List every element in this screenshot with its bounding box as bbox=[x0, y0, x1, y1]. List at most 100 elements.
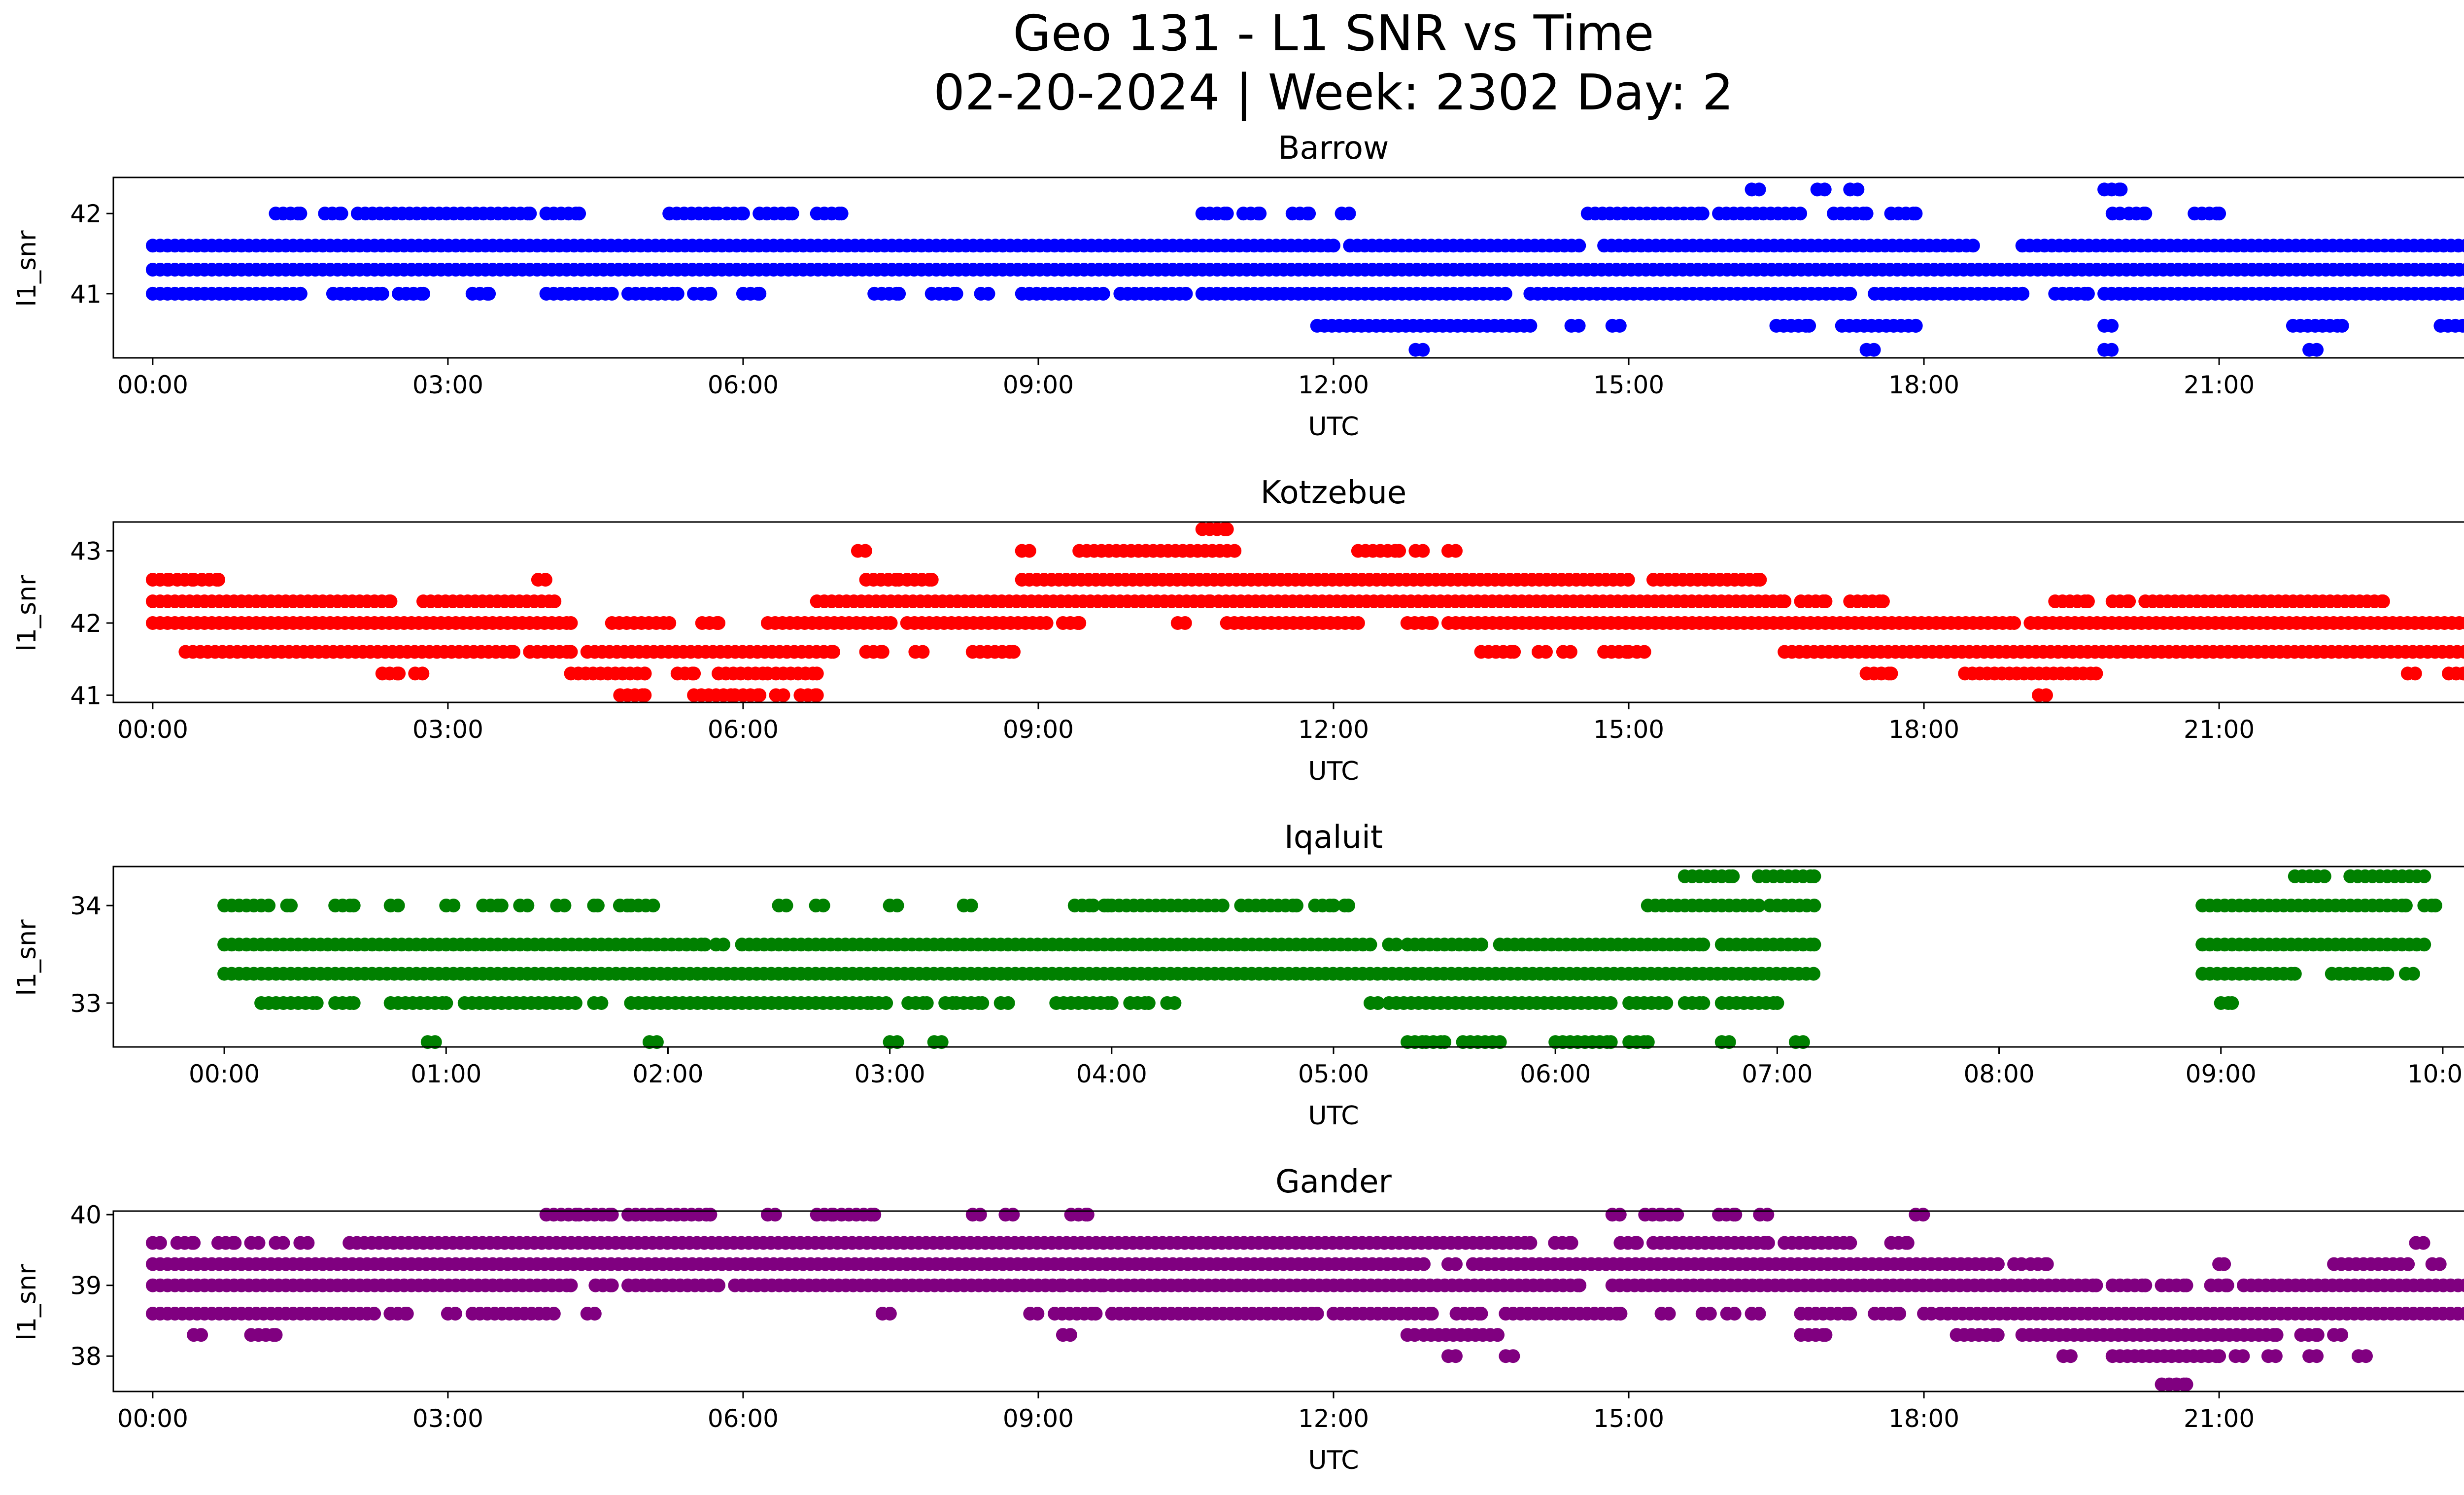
data-point bbox=[507, 645, 520, 659]
data-point bbox=[1778, 594, 1792, 608]
data-point bbox=[1086, 899, 1100, 913]
data-point bbox=[2417, 938, 2431, 952]
data-point bbox=[2063, 1349, 2078, 1363]
x-tick-label: 09:00 bbox=[2186, 1060, 2257, 1088]
data-point bbox=[1215, 899, 1230, 913]
data-point bbox=[564, 645, 578, 659]
data-point bbox=[269, 1328, 283, 1342]
y-tick-label: 39 bbox=[70, 1272, 102, 1300]
data-point bbox=[1876, 594, 1890, 608]
data-point bbox=[1818, 1328, 1833, 1342]
data-point bbox=[879, 996, 893, 1010]
data-point bbox=[1843, 1307, 1857, 1321]
data-point bbox=[638, 666, 652, 681]
data-point bbox=[1564, 1236, 1578, 1250]
data-point bbox=[346, 899, 361, 913]
scatter-points bbox=[145, 522, 2464, 702]
data-point bbox=[1572, 318, 1586, 333]
data-point bbox=[768, 1208, 782, 1222]
data-point bbox=[867, 1208, 882, 1222]
data-point bbox=[1850, 182, 1865, 197]
data-point bbox=[2317, 869, 2331, 883]
data-point bbox=[1080, 1208, 1095, 1222]
data-point bbox=[605, 1208, 619, 1222]
x-tick-label: 03:00 bbox=[412, 371, 483, 399]
data-point bbox=[703, 1208, 718, 1222]
data-point bbox=[1063, 1328, 1077, 1342]
data-point bbox=[2457, 666, 2464, 681]
data-point bbox=[1818, 594, 1833, 608]
figure-title-line1: Geo 131 - L1 SNR vs Time bbox=[1013, 4, 1654, 62]
x-axis-label: UTC bbox=[1308, 1446, 1359, 1475]
data-point bbox=[1796, 1035, 1810, 1049]
data-point bbox=[1167, 996, 1182, 1010]
data-point bbox=[1696, 938, 1711, 952]
x-tick-label: 09:00 bbox=[1003, 371, 1074, 399]
data-point bbox=[416, 286, 430, 301]
data-point bbox=[1096, 286, 1110, 301]
data-point bbox=[2220, 1278, 2234, 1292]
data-point bbox=[284, 899, 298, 913]
data-point bbox=[211, 573, 225, 587]
data-point bbox=[890, 1035, 904, 1049]
data-point bbox=[1507, 645, 1521, 659]
data-point bbox=[2268, 1349, 2283, 1363]
data-point bbox=[1327, 239, 1340, 253]
data-point bbox=[890, 899, 904, 913]
subplot-title: Gander bbox=[1275, 1164, 1392, 1200]
y-tick-label: 41 bbox=[70, 280, 102, 309]
data-point bbox=[1621, 573, 1635, 587]
data-point bbox=[557, 899, 572, 913]
data-point bbox=[1884, 666, 1898, 681]
data-point bbox=[712, 616, 725, 630]
data-point bbox=[1523, 1236, 1538, 1250]
subplot-title: Barrow bbox=[1278, 130, 1389, 167]
data-point bbox=[1253, 207, 1267, 221]
x-tick-label: 09:00 bbox=[1003, 715, 1074, 744]
data-point bbox=[392, 666, 406, 681]
data-point bbox=[785, 207, 799, 221]
data-point bbox=[1490, 1328, 1505, 1342]
x-tick-label: 05:00 bbox=[1298, 1060, 1369, 1088]
data-point bbox=[975, 996, 990, 1010]
x-tick-label: 18:00 bbox=[1888, 1404, 1959, 1433]
data-point bbox=[1909, 207, 1923, 221]
data-point bbox=[949, 286, 963, 301]
data-point bbox=[1630, 1236, 1644, 1250]
data-point bbox=[2459, 239, 2464, 252]
data-point bbox=[594, 996, 609, 1010]
data-point bbox=[2269, 1328, 2284, 1342]
x-tick-label: 08:00 bbox=[1963, 1060, 2034, 1088]
data-point bbox=[1752, 1307, 1766, 1321]
data-point bbox=[1449, 544, 1463, 558]
data-point bbox=[2458, 1307, 2464, 1321]
data-point bbox=[2460, 287, 2464, 300]
data-point bbox=[1022, 544, 1036, 558]
data-point bbox=[1802, 318, 1816, 333]
y-tick-label: 42 bbox=[70, 609, 102, 638]
data-point bbox=[1770, 996, 1784, 1010]
data-point bbox=[1727, 1307, 1742, 1321]
data-point bbox=[2456, 318, 2464, 333]
data-point bbox=[1817, 182, 1832, 197]
subplot-iqaluit: Iqaluit UTC l1_snr 00:00 01:00 02:00 03:00 0… bbox=[12, 819, 2464, 1131]
data-point bbox=[834, 207, 849, 221]
data-point bbox=[1417, 1257, 1431, 1271]
data-point bbox=[858, 544, 872, 558]
data-point bbox=[2225, 996, 2239, 1010]
x-tick-label: 00:00 bbox=[117, 371, 188, 399]
data-point bbox=[2212, 1349, 2226, 1363]
data-point bbox=[262, 899, 276, 913]
data-point bbox=[439, 996, 453, 1010]
data-point bbox=[1072, 616, 1087, 630]
data-point bbox=[1966, 239, 1980, 253]
data-point bbox=[1696, 996, 1711, 1010]
data-point bbox=[1670, 1208, 1684, 1222]
data-point bbox=[2217, 1257, 2231, 1271]
data-point bbox=[1392, 544, 1406, 558]
data-point bbox=[2459, 263, 2464, 277]
data-point bbox=[1751, 899, 1766, 913]
data-point bbox=[494, 899, 509, 913]
data-point bbox=[367, 1307, 381, 1321]
data-point bbox=[1474, 1307, 1488, 1321]
